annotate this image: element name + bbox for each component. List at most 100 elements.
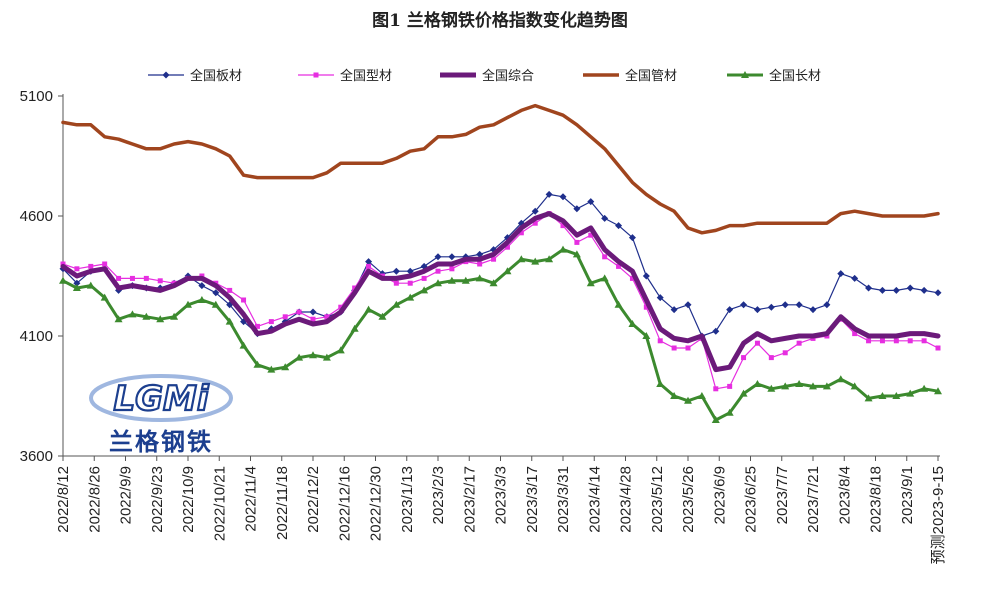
series-4-point bbox=[489, 279, 498, 287]
series-0-point bbox=[865, 284, 873, 292]
series-4-point bbox=[614, 300, 623, 308]
series-4-point bbox=[711, 416, 720, 423]
series-4-point bbox=[86, 281, 95, 289]
x-tick-label: 2022/12/16 bbox=[336, 466, 353, 541]
series-1-point bbox=[629, 275, 635, 281]
x-tick-label: 2023/3/31 bbox=[555, 466, 572, 533]
series-1-point bbox=[685, 345, 691, 351]
series-1-point bbox=[282, 314, 288, 320]
y-tick-label: 5100 bbox=[20, 88, 53, 105]
series-0-point bbox=[767, 303, 775, 311]
legend-marker-0 bbox=[162, 71, 170, 79]
series-0-point bbox=[545, 190, 553, 198]
series-0-point bbox=[309, 308, 317, 316]
series-1-point bbox=[102, 261, 108, 267]
x-tick-label: 2022/10/9 bbox=[180, 466, 197, 533]
series-4-point bbox=[72, 284, 81, 291]
series-1-point bbox=[616, 263, 622, 269]
series-1-point bbox=[393, 280, 399, 286]
series-4-point bbox=[559, 245, 567, 253]
series-1-point bbox=[574, 239, 580, 245]
series-4-point bbox=[822, 382, 831, 390]
series-1-point bbox=[879, 338, 885, 344]
series-4-point bbox=[59, 276, 67, 284]
series-1-point bbox=[893, 338, 899, 344]
x-tick-label: 2023/7/7 bbox=[774, 466, 791, 524]
x-tick-label: 2023/4/14 bbox=[586, 466, 603, 533]
x-tick-label: 2022/11/18 bbox=[274, 466, 291, 540]
x-tick-label: 2023/7/21 bbox=[805, 466, 822, 533]
series-1-point bbox=[477, 261, 483, 267]
series-4-point bbox=[809, 382, 817, 390]
series-4-point bbox=[239, 341, 248, 349]
series-1-point bbox=[310, 316, 316, 322]
x-tick-label: 2023/5/12 bbox=[649, 466, 666, 533]
series-0-point bbox=[712, 327, 720, 335]
series-1-point bbox=[88, 263, 94, 269]
series-1-point bbox=[713, 386, 719, 392]
series-0-point bbox=[851, 274, 859, 282]
series-4-point bbox=[517, 255, 526, 263]
legend-label-4: 全国长材 bbox=[769, 68, 821, 84]
series-0-point bbox=[920, 286, 928, 294]
legend-label-1: 全国型材 bbox=[340, 68, 392, 84]
series-4-point bbox=[267, 365, 276, 373]
series-4-point bbox=[864, 394, 873, 402]
series-4-point bbox=[934, 387, 942, 395]
series-0-point bbox=[531, 207, 539, 215]
series-0-point bbox=[365, 258, 373, 266]
series-4-point bbox=[767, 384, 776, 392]
series-4-point bbox=[364, 305, 373, 313]
series-1-point bbox=[435, 268, 441, 274]
series-line-0 bbox=[62, 193, 939, 337]
x-tick-label: 2022/11/4 bbox=[243, 466, 260, 532]
y-tick-label: 4600 bbox=[20, 208, 53, 225]
series-4-point bbox=[156, 315, 165, 323]
x-tick-label: 2022/10/21 bbox=[211, 466, 228, 541]
series-0-point bbox=[392, 267, 400, 275]
series-1-point bbox=[254, 323, 260, 329]
series-1-point bbox=[449, 266, 455, 272]
series-4-point bbox=[906, 389, 915, 397]
logo-mark-text: LGMi bbox=[113, 379, 209, 419]
series-4-point bbox=[378, 312, 387, 320]
series-0-point bbox=[795, 301, 803, 309]
x-tick-label: 2022/12/2 bbox=[305, 466, 322, 533]
series-4-point bbox=[475, 274, 484, 282]
series-4-point bbox=[447, 276, 456, 284]
legend-label-2: 全国综合 bbox=[482, 68, 534, 84]
series-4-point bbox=[628, 320, 637, 327]
series-1-point bbox=[143, 275, 149, 281]
x-tick-label: 2023/8/18 bbox=[868, 466, 885, 533]
x-tick-label: 2022/8/12 bbox=[55, 466, 72, 533]
series-4-point bbox=[836, 375, 845, 383]
series-4-point bbox=[586, 279, 595, 287]
series-0-point bbox=[726, 306, 734, 314]
chart-title: 图1 兰格钢铁价格指数变化趋势图 bbox=[372, 11, 628, 31]
series-1-point bbox=[588, 232, 594, 238]
series-0-point bbox=[656, 294, 664, 302]
series-1-point bbox=[116, 275, 122, 281]
series-4-point bbox=[420, 286, 429, 294]
series-1-point bbox=[421, 275, 427, 281]
series-4-point bbox=[322, 353, 331, 361]
series-line-3 bbox=[61, 103, 940, 235]
series-0-point bbox=[823, 301, 831, 309]
series-1-point bbox=[727, 383, 733, 389]
series-0-point bbox=[837, 270, 845, 278]
series-4-point bbox=[253, 360, 262, 368]
series-1-point bbox=[866, 338, 872, 344]
series-4-point bbox=[350, 324, 359, 332]
series-4-point bbox=[142, 312, 151, 320]
series-0-point bbox=[906, 284, 914, 292]
series-0-point bbox=[559, 193, 567, 201]
series-0-point bbox=[212, 289, 220, 297]
series-4-point bbox=[406, 293, 415, 301]
series-0-point bbox=[573, 205, 581, 213]
series-4-point bbox=[642, 332, 651, 339]
series-4-point bbox=[100, 293, 109, 301]
series-1-point bbox=[129, 275, 135, 281]
x-tick-label: 2023/4/28 bbox=[618, 466, 635, 533]
x-tick-label: 2023/2/17 bbox=[461, 466, 478, 533]
